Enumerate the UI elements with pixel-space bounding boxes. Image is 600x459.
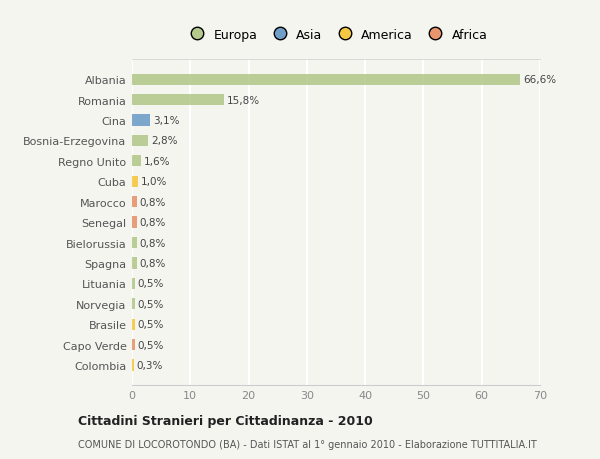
- Text: COMUNE DI LOCOROTONDO (BA) - Dati ISTAT al 1° gennaio 2010 - Elaborazione TUTTIT: COMUNE DI LOCOROTONDO (BA) - Dati ISTAT …: [78, 440, 537, 449]
- Text: 0,8%: 0,8%: [140, 238, 166, 248]
- Text: 1,6%: 1,6%: [144, 157, 171, 167]
- Bar: [132, 196, 137, 208]
- Bar: [132, 74, 520, 86]
- Text: 0,8%: 0,8%: [140, 218, 166, 228]
- Text: Cittadini Stranieri per Cittadinanza - 2010: Cittadini Stranieri per Cittadinanza - 2…: [78, 414, 373, 428]
- Bar: [132, 156, 142, 167]
- Bar: [132, 258, 137, 269]
- Bar: [132, 278, 135, 289]
- Text: 15,8%: 15,8%: [227, 95, 260, 106]
- Bar: [132, 319, 135, 330]
- Legend: Europa, Asia, America, Africa: Europa, Asia, America, Africa: [179, 23, 493, 46]
- Bar: [132, 135, 148, 147]
- Text: 0,8%: 0,8%: [140, 197, 166, 207]
- Bar: [132, 298, 135, 310]
- Text: 1,0%: 1,0%: [141, 177, 167, 187]
- Bar: [132, 176, 138, 187]
- Bar: [132, 95, 224, 106]
- Text: 0,8%: 0,8%: [140, 258, 166, 269]
- Text: 0,5%: 0,5%: [138, 340, 164, 350]
- Text: 2,8%: 2,8%: [151, 136, 178, 146]
- Bar: [132, 339, 135, 350]
- Text: 0,5%: 0,5%: [138, 299, 164, 309]
- Text: 0,3%: 0,3%: [137, 360, 163, 370]
- Text: 0,5%: 0,5%: [138, 319, 164, 330]
- Bar: [132, 115, 150, 126]
- Text: 3,1%: 3,1%: [153, 116, 179, 126]
- Text: 0,5%: 0,5%: [138, 279, 164, 289]
- Text: 66,6%: 66,6%: [523, 75, 556, 85]
- Bar: [132, 237, 137, 249]
- Bar: [132, 217, 137, 228]
- Bar: [132, 359, 134, 371]
